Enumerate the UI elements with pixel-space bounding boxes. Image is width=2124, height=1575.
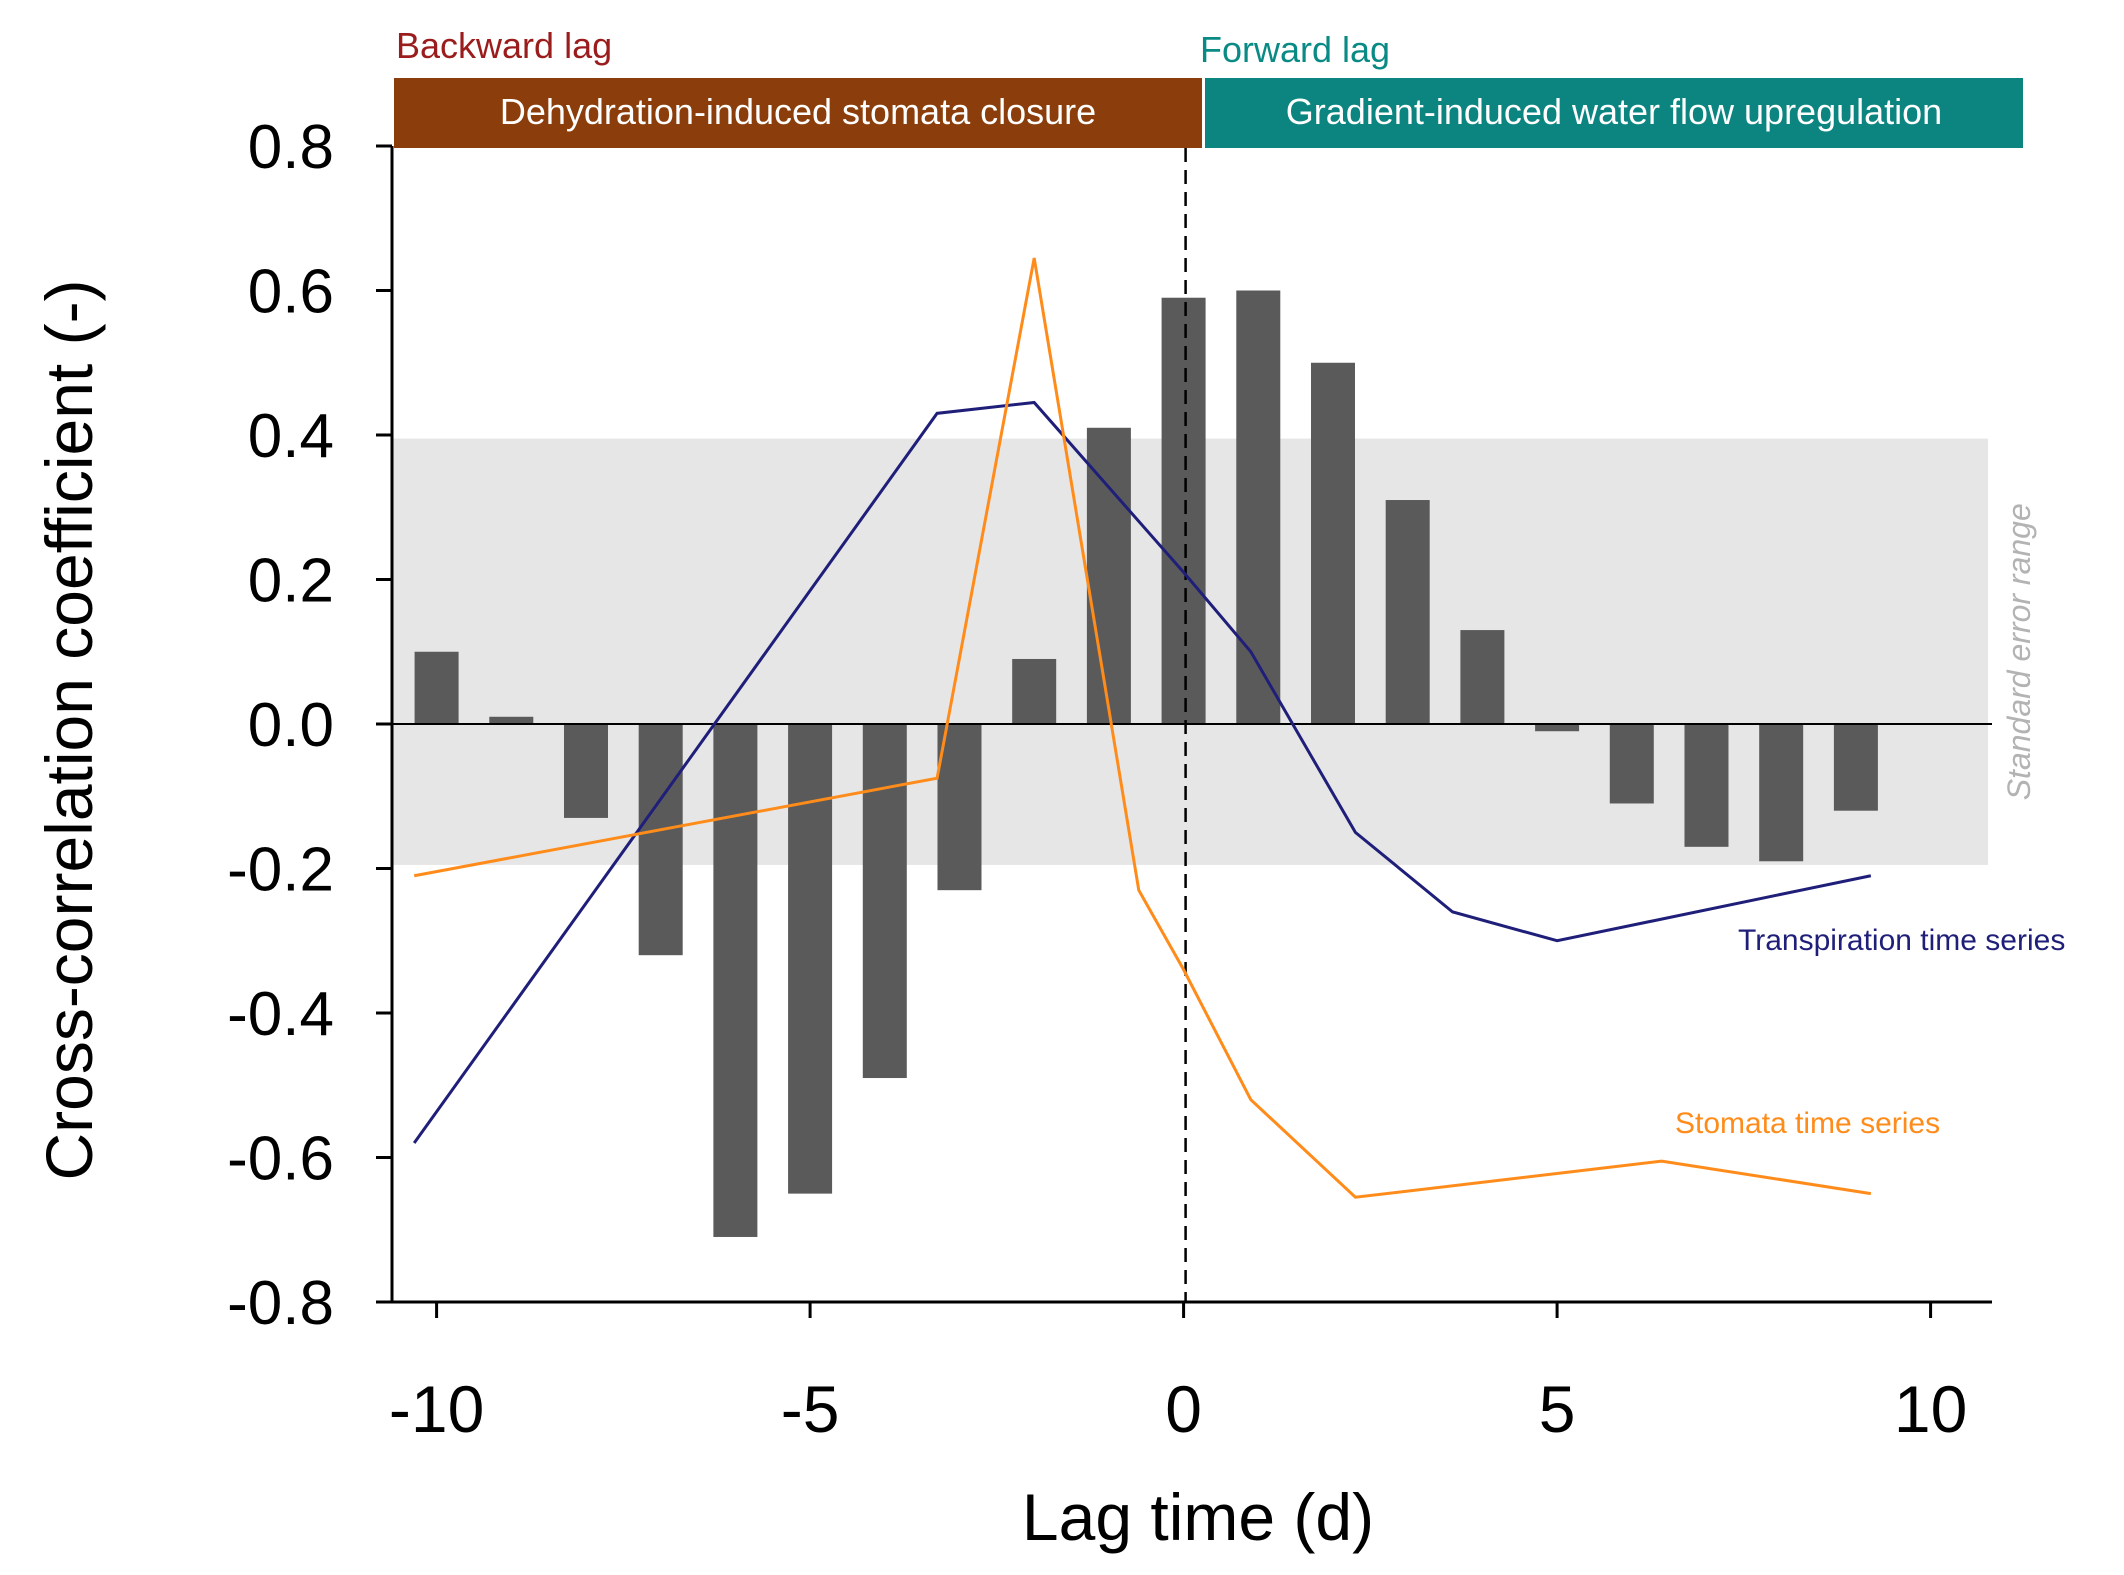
stomata-series-label: Stomata time series xyxy=(1675,1107,1940,1140)
y-tick-label: -0.2 xyxy=(227,836,334,905)
y-tick-label: 0.6 xyxy=(248,258,334,327)
bar xyxy=(1161,297,1206,724)
transpiration-series-label: Transpiration time series xyxy=(1738,924,2065,957)
bar xyxy=(713,724,758,1237)
bar xyxy=(563,724,608,818)
x-tick-label: 5 xyxy=(1539,1372,1576,1446)
y-tick-label: -0.6 xyxy=(227,1125,334,1194)
standard-error-label: Standard error range xyxy=(2001,503,2037,800)
bar xyxy=(1609,724,1654,804)
bar-series xyxy=(414,290,1878,1237)
bar xyxy=(1236,290,1281,724)
bar xyxy=(1086,427,1131,724)
backward-lag-box xyxy=(394,78,1202,148)
y-axis-title: Cross-correlation coefficient (-) xyxy=(32,279,106,1180)
y-tick-label: -0.8 xyxy=(227,1269,334,1338)
bar xyxy=(937,724,982,891)
y-tick-label: 0.0 xyxy=(248,691,334,760)
bar xyxy=(638,724,683,956)
bar xyxy=(788,724,833,1194)
bar xyxy=(1833,724,1878,811)
forward-lag-title: Forward lag xyxy=(1200,29,1390,70)
x-tick-label: 10 xyxy=(1894,1372,1967,1446)
x-axis-title: Lag time (d) xyxy=(1022,1480,1374,1554)
backward-lag-title: Backward lag xyxy=(396,25,612,66)
bar xyxy=(1759,724,1804,862)
bar xyxy=(414,651,459,724)
y-tick-label: 0.2 xyxy=(248,547,334,616)
axes: 0.8 0.6 0.4 0.2 0.0 -0.2 -0.4 -0.6 -0.8 -10 -5 0 5 10 xyxy=(227,113,1992,1446)
y-tick-label: 0.8 xyxy=(248,113,334,182)
bar xyxy=(1535,724,1580,732)
bar xyxy=(1012,658,1057,724)
stomata-line xyxy=(413,257,1872,1199)
bar xyxy=(1684,724,1729,847)
x-tick-label: -5 xyxy=(781,1372,840,1446)
bar xyxy=(1385,500,1430,724)
forward-lag-box-label: Gradient-induced water flow upregulation xyxy=(1286,91,1942,132)
y-tick-label: -0.4 xyxy=(227,980,334,1049)
bar xyxy=(1310,362,1355,724)
bar xyxy=(1460,630,1505,724)
x-tick-label: -10 xyxy=(389,1372,484,1446)
bar xyxy=(862,724,907,1079)
x-tick-label: 0 xyxy=(1165,1372,1202,1446)
backward-lag-box-label: Dehydration-induced stomata closure xyxy=(500,91,1096,132)
y-tick-label: 0.4 xyxy=(248,402,334,471)
transpiration-line xyxy=(412,400,1872,1144)
forward-lag-box xyxy=(1205,78,2023,148)
bar xyxy=(489,716,534,724)
